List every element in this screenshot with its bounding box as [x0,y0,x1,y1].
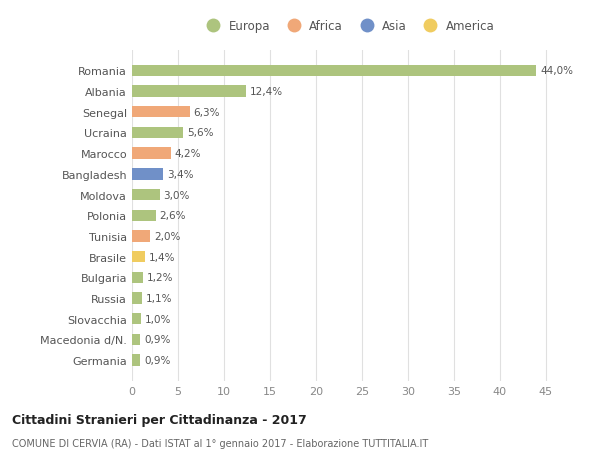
Text: 1,4%: 1,4% [149,252,175,262]
Text: 1,0%: 1,0% [145,314,171,324]
Text: 6,3%: 6,3% [194,107,220,118]
Bar [132,355,140,366]
Text: 2,0%: 2,0% [154,231,181,241]
Text: 0,9%: 0,9% [144,355,170,365]
Bar [132,272,143,283]
Bar [132,313,141,325]
Bar [132,148,170,159]
Bar [132,128,184,139]
Text: 1,2%: 1,2% [147,273,173,283]
Text: 1,1%: 1,1% [146,293,172,303]
Bar [132,210,156,221]
Text: 3,0%: 3,0% [163,190,190,200]
Legend: Europa, Africa, Asia, America: Europa, Africa, Asia, America [197,16,499,38]
Text: 44,0%: 44,0% [540,66,573,76]
Text: 3,4%: 3,4% [167,169,193,179]
Text: 4,2%: 4,2% [174,149,201,159]
Bar [132,231,151,242]
Text: 5,6%: 5,6% [187,128,214,138]
Text: 0,9%: 0,9% [144,335,170,345]
Text: 2,6%: 2,6% [160,211,186,221]
Bar [132,86,246,97]
Bar [132,334,140,345]
Text: 12,4%: 12,4% [250,87,283,97]
Bar [132,252,145,263]
Text: Cittadini Stranieri per Cittadinanza - 2017: Cittadini Stranieri per Cittadinanza - 2… [12,413,307,426]
Bar [132,190,160,201]
Bar [132,107,190,118]
Text: COMUNE DI CERVIA (RA) - Dati ISTAT al 1° gennaio 2017 - Elaborazione TUTTITALIA.: COMUNE DI CERVIA (RA) - Dati ISTAT al 1°… [12,438,428,448]
Bar [132,66,536,77]
Bar [132,293,142,304]
Bar [132,169,163,180]
